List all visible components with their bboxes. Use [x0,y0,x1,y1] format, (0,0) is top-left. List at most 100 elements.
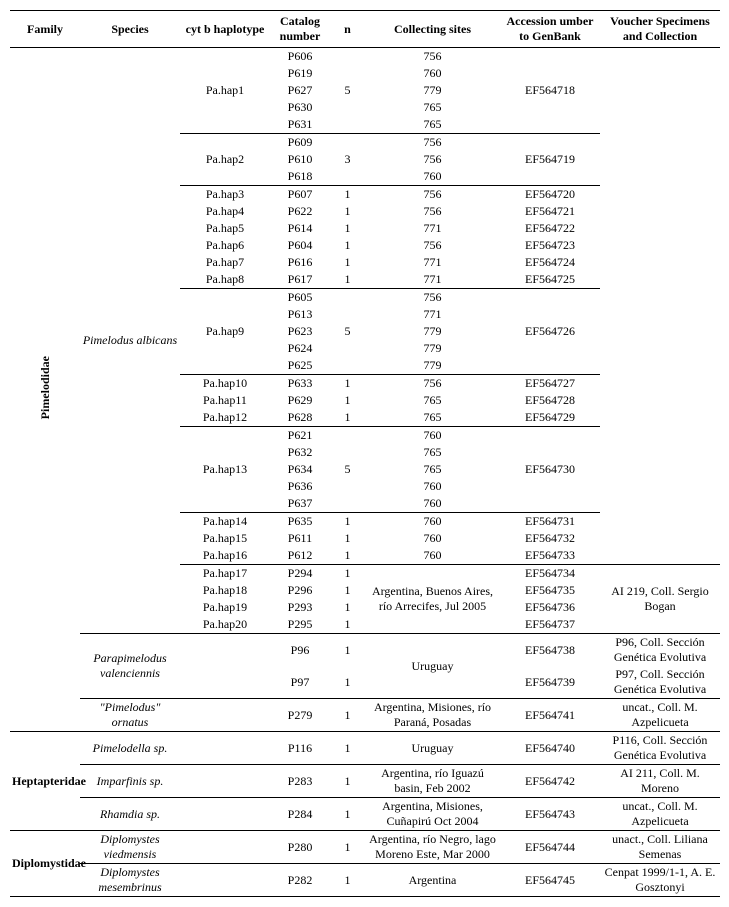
catalog-cell: P607 [270,186,330,204]
accession-cell: EF564738 [500,634,600,667]
haplotype-cell: Pa.hap16 [180,547,270,565]
family-cell: Diplomystidae [10,831,80,897]
site-cell: 765 [365,116,500,134]
accession-cell: EF564729 [500,409,600,427]
table-row: Diplomystes mesembrinusP2821ArgentinaEF5… [10,864,720,897]
site-cell: 760 [365,478,500,495]
site-cell: 779 [365,340,500,357]
catalog-cell: P283 [270,765,330,798]
haplotype-cell: Pa.hap18 [180,582,270,599]
col-sites: Collecting sites [365,11,500,48]
haplotype-cell: Pa.hap14 [180,513,270,531]
catalog-cell: P624 [270,340,330,357]
catalog-cell: P614 [270,220,330,237]
n-cell: 5 [330,289,365,375]
voucher-cell: P97, Coll. Sección Genética Evolutiva [600,666,720,699]
catalog-cell: P611 [270,530,330,547]
n-cell: 1 [330,831,365,864]
site-cell: 765 [365,444,500,461]
voucher-cell: P116, Coll. Sección Genética Evolutiva [600,732,720,765]
haplotype-cell: Pa.hap8 [180,271,270,289]
haplotype-cell [180,666,270,699]
haplotype-cell: Pa.hap6 [180,237,270,254]
catalog-cell: P635 [270,513,330,531]
species-cell: Rhamdia sp. [80,798,180,831]
catalog-cell: P606 [270,48,330,66]
catalog-cell: P630 [270,99,330,116]
catalog-cell: P282 [270,864,330,897]
accession-cell: EF564741 [500,699,600,732]
haplotype-cell: Pa.hap11 [180,392,270,409]
accession-cell: EF564737 [500,616,600,634]
species-cell: Diplomystes mesembrinus [80,864,180,897]
catalog-cell: P97 [270,666,330,699]
n-cell: 1 [330,666,365,699]
col-n: n [330,11,365,48]
n-cell: 1 [330,271,365,289]
site-cell: 779 [365,323,500,340]
site-cell: Argentina [365,864,500,897]
accession-cell: EF564728 [500,392,600,409]
site-cell: 760 [365,65,500,82]
catalog-cell: P605 [270,289,330,307]
catalog-cell: P622 [270,203,330,220]
table-row: "Pimelodus" ornatusP2791Argentina, Misio… [10,699,720,732]
catalog-cell: P294 [270,565,330,583]
haplotype-cell: Pa.hap5 [180,220,270,237]
family-cell: Heptapteridae [10,732,80,831]
site-cell: 765 [365,409,500,427]
table-row: Rhamdia sp.P2841Argentina, Misiones, Cuñ… [10,798,720,831]
catalog-cell: P284 [270,798,330,831]
table-row: PimelodidaePimelodus albicansPa.hap1P606… [10,48,720,66]
voucher-cell: P96, Coll. Sección Genética Evolutiva [600,634,720,667]
family-cell: Pimelodidae [10,48,80,732]
catalog-cell: P621 [270,427,330,445]
catalog-cell: P631 [270,116,330,134]
catalog-cell: P628 [270,409,330,427]
n-cell: 1 [330,513,365,531]
catalog-cell: P633 [270,375,330,393]
accession-cell: EF564727 [500,375,600,393]
site-cell: 756 [365,134,500,152]
col-accession: Accession umber to GenBank [500,11,600,48]
haplotype-cell: Pa.hap1 [180,48,270,134]
n-cell: 1 [330,634,365,667]
haplotype-cell [180,765,270,798]
species-cell: "Pimelodus" ornatus [80,699,180,732]
catalog-cell: P280 [270,831,330,864]
voucher-cell: AI 219, Coll. Sergio Bogan [600,565,720,634]
site-cell: 771 [365,271,500,289]
col-family: Family [10,11,80,48]
n-cell: 1 [330,375,365,393]
voucher-cell: AI 211, Coll. M. Moreno [600,765,720,798]
site-cell: 760 [365,547,500,565]
site-cell: 756 [365,237,500,254]
accession-cell: EF564739 [500,666,600,699]
species-cell: Parapimelodus valenciennis [80,634,180,699]
n-cell: 1 [330,254,365,271]
haplotype-cell: Pa.hap12 [180,409,270,427]
site-cell: 756 [365,289,500,307]
accession-cell: EF564740 [500,732,600,765]
catalog-cell: P617 [270,271,330,289]
site-cell: 765 [365,99,500,116]
site-cell: Argentina, Misiones, río Paraná, Posadas [365,699,500,732]
n-cell: 1 [330,392,365,409]
haplotype-cell: Pa.hap10 [180,375,270,393]
table-row: Imparfinis sp.P2831Argentina, río Iguazú… [10,765,720,798]
haplotype-cell: Pa.hap3 [180,186,270,204]
n-cell: 1 [330,565,365,583]
accession-cell: EF564725 [500,271,600,289]
n-cell: 1 [330,220,365,237]
n-cell: 1 [330,237,365,254]
site-cell: 760 [365,427,500,445]
catalog-cell: P613 [270,306,330,323]
haplotype-cell: Pa.hap20 [180,616,270,634]
species-cell: Imparfinis sp. [80,765,180,798]
catalog-cell: P629 [270,392,330,409]
col-voucher: Voucher Specimens and Collection [600,11,720,48]
accession-cell: EF564718 [500,48,600,134]
species-cell: Pimelodella sp. [80,732,180,765]
table-row: HeptapteridaePimelodella sp.P1161Uruguay… [10,732,720,765]
species-cell: Diplomystes viedmensis [80,831,180,864]
